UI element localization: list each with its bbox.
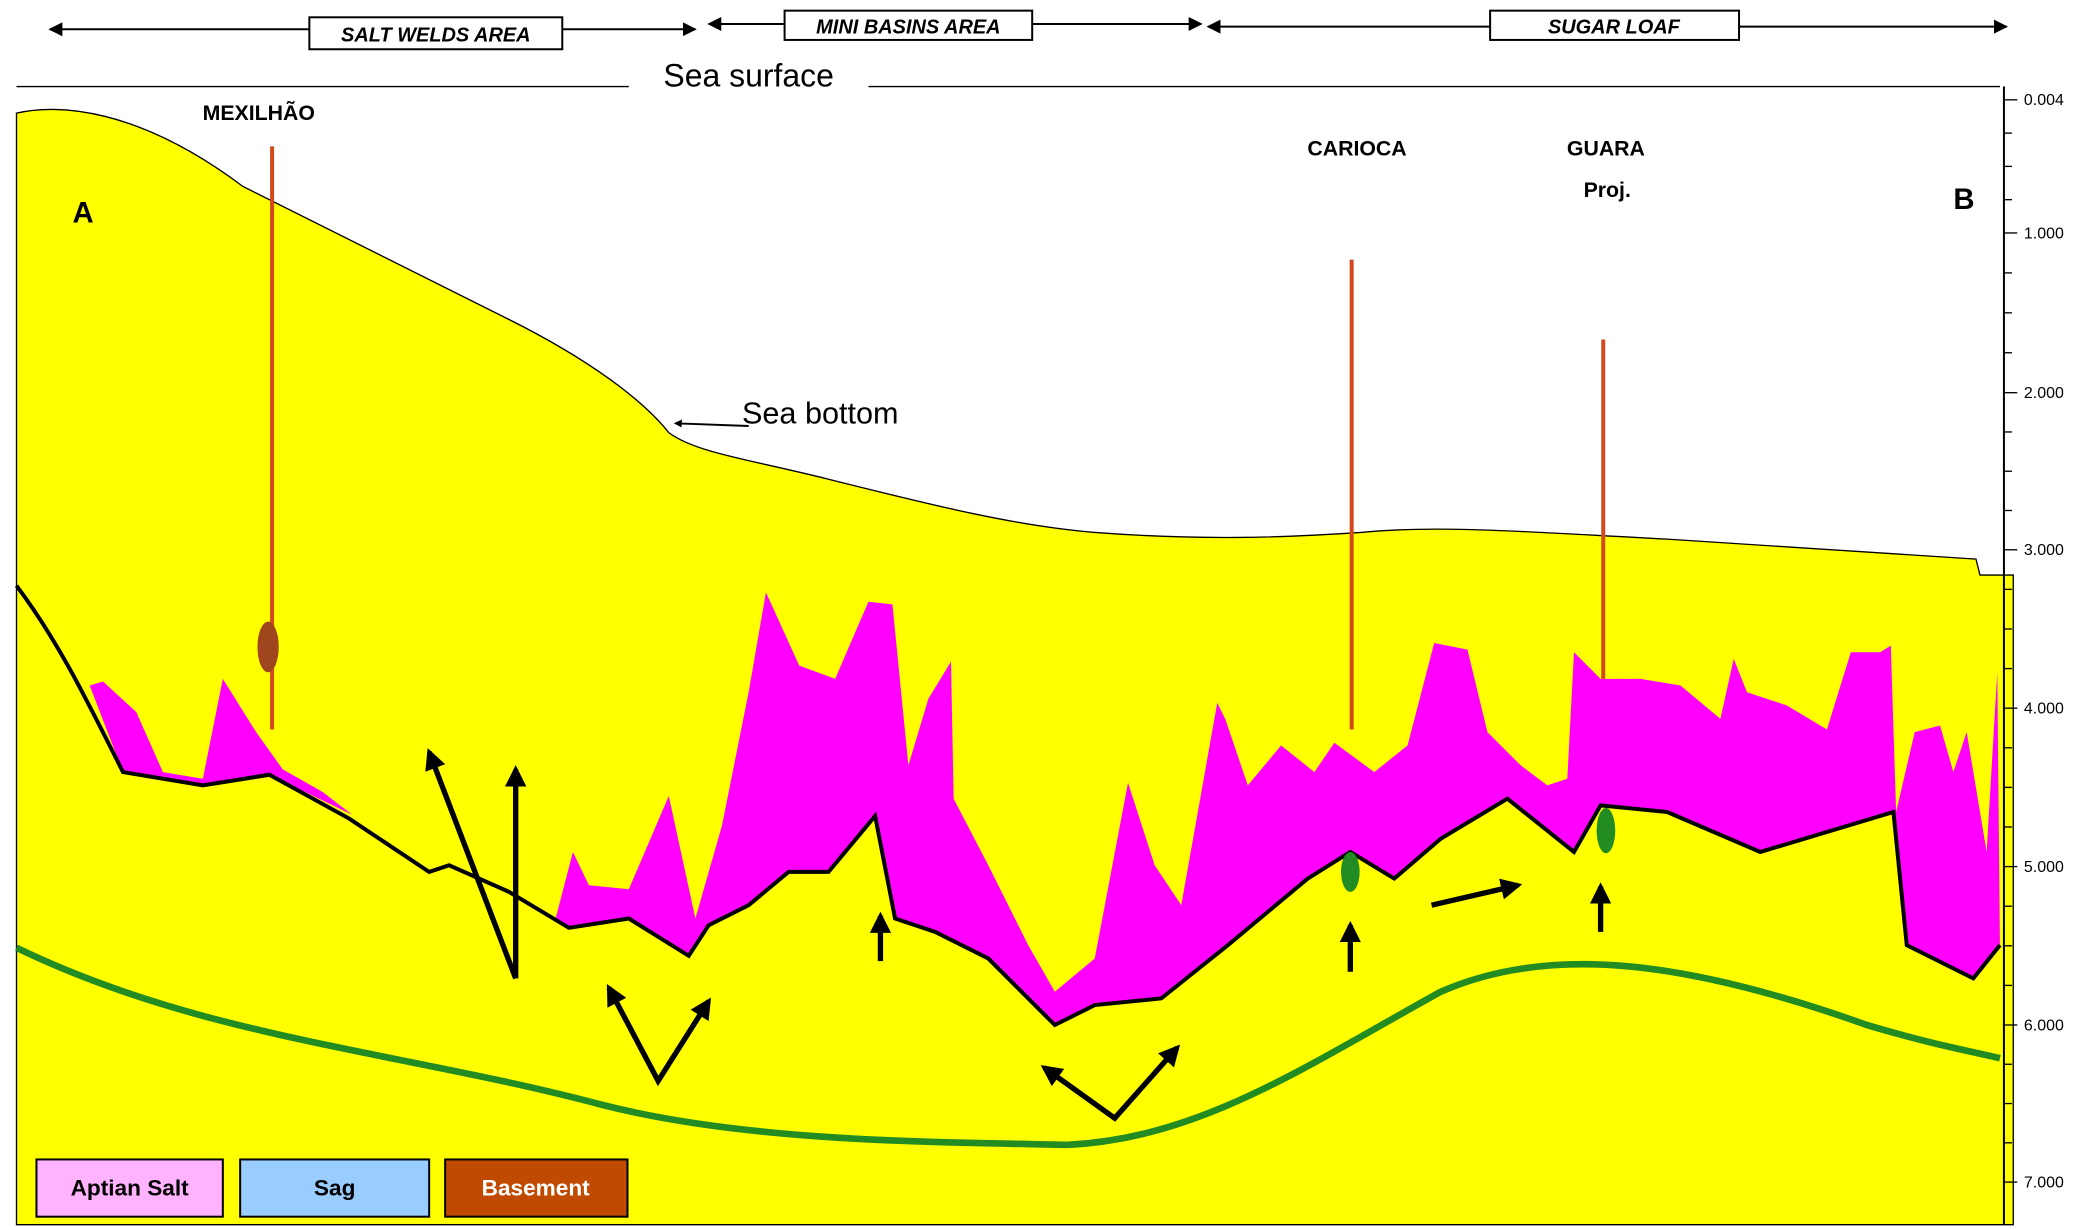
- well-label: CARIOCA: [1307, 137, 1406, 161]
- well-label: MEXILHÃO: [203, 100, 315, 125]
- scale-label: 7.000: [2024, 1174, 2064, 1191]
- reservoir: [1341, 852, 1360, 892]
- scale-label: 0.004: [2024, 92, 2064, 109]
- reservoir: [257, 622, 278, 673]
- scale-label: 3.000: [2024, 542, 2064, 559]
- section-end: B: [1953, 183, 1974, 216]
- sea-bottom-label: Sea bottom: [742, 396, 899, 430]
- scale-label: 2.000: [2024, 385, 2064, 402]
- area-label: SUGAR LOAF: [1548, 16, 1681, 38]
- legend-label: Aptian Salt: [71, 1175, 190, 1200]
- area-label: SALT WELDS AREA: [341, 24, 531, 46]
- area-label: MINI BASINS AREA: [816, 16, 1000, 38]
- scale-label: 4.000: [2024, 701, 2064, 718]
- scale-label: 1.000: [2024, 225, 2064, 242]
- legend-label: Sag: [314, 1175, 355, 1200]
- cross-section: SALT WELDS AREA MINI BASINS AREA SUGAR L…: [0, 0, 2087, 1230]
- legend-label: Basement: [482, 1175, 591, 1200]
- pointer: [675, 423, 748, 426]
- sea-surface-label: Sea surface: [663, 58, 833, 94]
- section-end: A: [72, 196, 93, 229]
- sediment: [17, 109, 2014, 1224]
- well-note: Proj.: [1584, 178, 1631, 202]
- reservoir: [1597, 808, 1616, 853]
- scale-label: 5.000: [2024, 859, 2064, 876]
- scale-label: 6.000: [2024, 1017, 2064, 1034]
- well-label: GUARA: [1567, 137, 1645, 161]
